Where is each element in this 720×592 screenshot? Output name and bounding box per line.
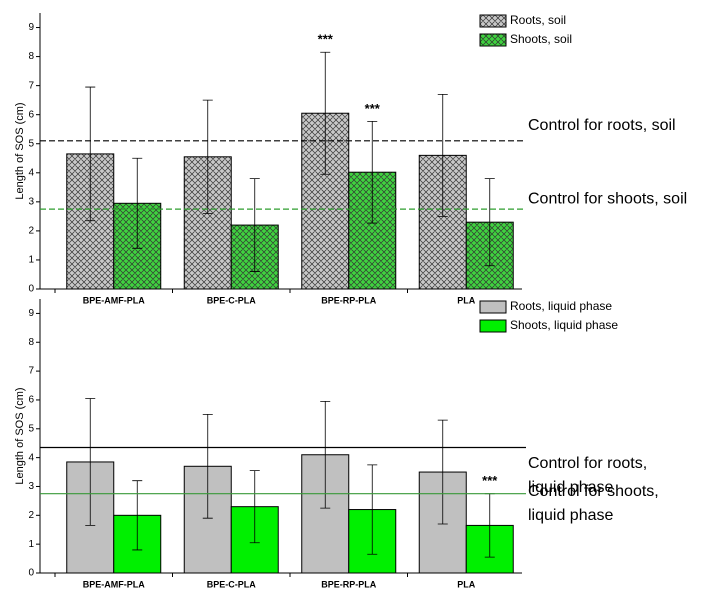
y-tick-label: 6	[28, 109, 34, 120]
error-bar	[320, 400, 331, 509]
error-bar	[437, 419, 448, 525]
y-axis-label: Length of SOS (cm)	[14, 387, 26, 484]
control-label: Control for shoots, soil	[528, 190, 687, 207]
significance-mark: ***	[318, 32, 334, 47]
y-tick-label: 2	[28, 226, 34, 237]
y-tick-label: 3	[28, 481, 34, 492]
error-bar	[367, 120, 378, 224]
y-tick-label: 6	[28, 395, 34, 406]
legend-label: Shoots, soil	[510, 32, 572, 46]
x-tick-label: BPE-C-PLA	[207, 295, 256, 305]
control-label: liquid phase	[528, 507, 614, 524]
control-label: Control for roots, soil	[528, 117, 676, 134]
control-label: Control for roots,	[528, 455, 647, 472]
error-bar	[249, 178, 260, 272]
y-tick-label: 4	[28, 452, 34, 463]
legend-swatch	[479, 300, 507, 314]
x-tick-label: BPE-RP-PLA	[321, 295, 377, 305]
control-label: Control for shoots,	[528, 483, 659, 500]
y-tick-label: 7	[28, 366, 34, 377]
y-tick-label: 1	[28, 255, 34, 266]
x-tick-label: BPE-AMF-PLA	[83, 579, 145, 589]
y-axis-label: Length of SOS (cm)	[14, 102, 26, 199]
x-tick-label: PLA	[457, 579, 476, 589]
error-bar	[484, 178, 495, 267]
y-tick-label: 3	[28, 196, 34, 207]
error-bar	[437, 93, 448, 217]
legend-swatch	[479, 33, 507, 47]
y-tick-label: 0	[28, 284, 34, 295]
legend-swatch	[479, 319, 507, 333]
legend-label: Shoots, liquid phase	[510, 318, 618, 332]
x-tick-label: BPE-AMF-PLA	[83, 295, 145, 305]
error-bar	[132, 157, 143, 249]
y-tick-label: 8	[28, 337, 34, 348]
error-bar	[320, 51, 331, 175]
x-tick-label: PLA	[457, 295, 476, 305]
y-tick-label: 5	[28, 423, 34, 434]
legend-label: Roots, soil	[510, 13, 566, 27]
y-tick-label: 9	[28, 308, 34, 319]
y-tick-label: 1	[28, 539, 34, 550]
y-tick-label: 2	[28, 510, 34, 521]
error-bar	[367, 464, 378, 555]
error-bar	[202, 99, 213, 214]
error-bar	[249, 470, 260, 544]
y-tick-label: 0	[28, 568, 34, 579]
x-tick-label: BPE-C-PLA	[207, 579, 256, 589]
error-bar	[85, 86, 96, 222]
significance-mark: ***	[482, 473, 498, 488]
error-bar	[85, 398, 96, 526]
x-tick-label: BPE-RP-PLA	[321, 579, 377, 589]
significance-mark: ***	[365, 101, 381, 116]
error-bar	[202, 413, 213, 519]
y-tick-label: 5	[28, 138, 34, 149]
y-tick-label: 7	[28, 80, 34, 91]
legend-label: Roots, liquid phase	[510, 299, 612, 313]
control-label: liquid phase	[528, 479, 614, 496]
y-tick-label: 4	[28, 167, 34, 178]
error-bar	[132, 480, 143, 551]
y-tick-label: 8	[28, 51, 34, 62]
legend-swatch	[479, 14, 507, 28]
y-tick-label: 9	[28, 22, 34, 33]
